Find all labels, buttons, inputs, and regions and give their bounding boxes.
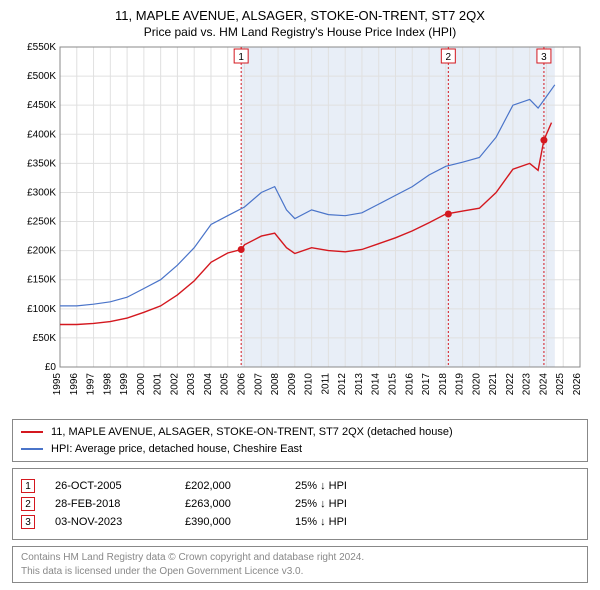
footer-line-1: Contains HM Land Registry data © Crown c… [21,551,579,565]
x-tick-label: 2002 [169,373,180,396]
sale-marker-number: 3 [541,52,547,63]
chart-subtitle: Price paid vs. HM Land Registry's House … [12,25,588,39]
legend-label: 11, MAPLE AVENUE, ALSAGER, STOKE-ON-TREN… [51,424,453,441]
y-tick-label: £200K [27,246,56,257]
x-tick-label: 2008 [270,373,281,396]
x-tick-label: 2019 [455,373,466,396]
sales-row: 2 28-FEB-2018 £263,000 25% ↓ HPI [21,497,579,511]
sales-row-diff: 25% ↓ HPI [295,480,405,492]
x-tick-label: 2014 [371,373,382,396]
legend-label: HPI: Average price, detached house, Ches… [51,441,302,458]
chart-container: 11, MAPLE AVENUE, ALSAGER, STOKE-ON-TREN… [0,0,600,589]
x-tick-label: 2021 [488,373,499,396]
y-tick-label: £550K [27,43,56,53]
x-tick-label: 2012 [337,373,348,396]
y-tick-label: £400K [27,129,56,140]
x-tick-label: 2025 [555,373,566,396]
sales-row: 3 03-NOV-2023 £390,000 15% ↓ HPI [21,515,579,529]
forecast-band [241,47,555,367]
sales-row-badge: 3 [21,515,35,529]
x-tick-label: 2016 [404,373,415,396]
x-tick-label: 2009 [287,373,298,396]
x-tick-label: 2003 [186,373,197,396]
x-tick-label: 2007 [253,373,264,396]
line-chart-svg: £0 £50K £100K £150K £200K £250K £300K £350K £400… [12,43,588,413]
y-tick-label: £350K [27,158,56,169]
y-tick-label: £100K [27,304,56,315]
sale-marker-number: 2 [446,52,452,63]
sales-row-badge: 1 [21,479,35,493]
x-tick-label: 2024 [538,373,549,396]
attribution-footer: Contains HM Land Registry data © Crown c… [12,546,588,583]
sale-marker-dot [445,210,452,217]
title-block: 11, MAPLE AVENUE, ALSAGER, STOKE-ON-TREN… [12,8,588,39]
sales-row-date: 03-NOV-2023 [55,516,165,528]
x-tick-label: 2017 [421,373,432,396]
x-tick-label: 2015 [387,373,398,396]
sales-row-diff: 15% ↓ HPI [295,516,405,528]
x-tick-label: 1995 [52,373,63,396]
x-tick-label: 1996 [69,373,80,396]
y-tick-label: £450K [27,100,56,111]
legend-row: 11, MAPLE AVENUE, ALSAGER, STOKE-ON-TREN… [21,424,579,441]
legend: 11, MAPLE AVENUE, ALSAGER, STOKE-ON-TREN… [12,419,588,462]
y-tick-label: £0 [45,362,57,373]
x-tick-label: 2026 [572,373,583,396]
x-tick-label: 2023 [522,373,533,396]
x-tick-label: 2005 [220,373,231,396]
sales-row-price: £202,000 [185,480,275,492]
x-tick-label: 2000 [136,373,147,396]
chart-title: 11, MAPLE AVENUE, ALSAGER, STOKE-ON-TREN… [12,8,588,23]
sale-marker-number: 1 [238,52,244,63]
x-tick-label: 1998 [102,373,113,396]
y-tick-label: £500K [27,71,56,82]
x-tick-label: 2010 [304,373,315,396]
legend-row: HPI: Average price, detached house, Ches… [21,441,579,458]
sale-marker-dot [238,246,245,253]
footer-line-2: This data is licensed under the Open Gov… [21,565,579,579]
y-tick-label: £300K [27,187,56,198]
x-tick-label: 2020 [471,373,482,396]
sales-row-price: £390,000 [185,516,275,528]
sale-marker-dot [540,137,547,144]
x-tick-label: 2006 [237,373,248,396]
x-tick-label: 2004 [203,373,214,396]
x-tick-label: 2022 [505,373,516,396]
legend-swatch [21,448,43,450]
sales-row-price: £263,000 [185,498,275,510]
sales-row-date: 28-FEB-2018 [55,498,165,510]
sales-row-badge: 2 [21,497,35,511]
x-tick-label: 2011 [320,373,331,395]
sales-row-date: 26-OCT-2005 [55,480,165,492]
x-tick-label: 2001 [153,373,164,396]
legend-swatch [21,431,43,433]
y-tick-label: £250K [27,217,56,228]
sales-table: 1 26-OCT-2005 £202,000 25% ↓ HPI 2 28-FEB-201… [12,468,588,540]
x-tick-label: 1999 [119,373,130,396]
sales-row: 1 26-OCT-2005 £202,000 25% ↓ HPI [21,479,579,493]
y-tick-label: £150K [27,275,56,286]
y-tick-label: £50K [33,333,57,344]
sales-row-diff: 25% ↓ HPI [295,498,405,510]
x-tick-label: 2013 [354,373,365,396]
chart-plot: £0 £50K £100K £150K £200K £250K £300K £350K £400… [12,43,588,413]
x-tick-label: 2018 [438,373,449,396]
x-tick-label: 1997 [86,373,97,396]
